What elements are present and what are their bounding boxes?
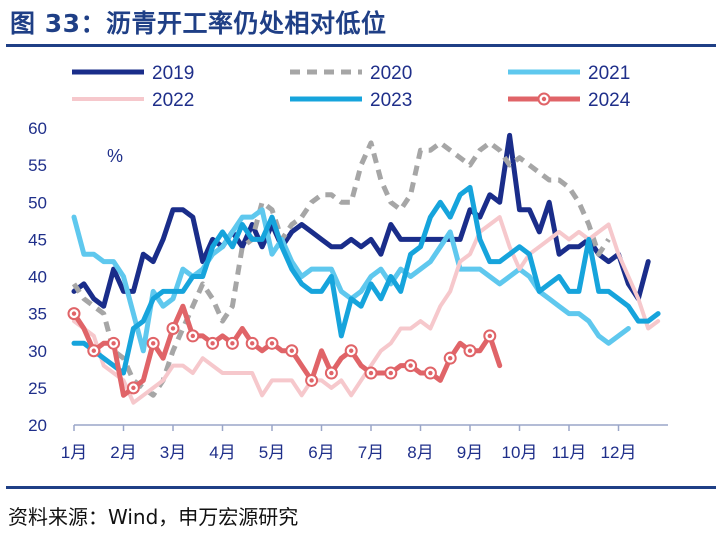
data-point-dot [349, 348, 354, 353]
data-point-dot [408, 363, 413, 368]
legend-item-2024: 2024 [508, 90, 631, 111]
data-point-dot [190, 333, 195, 339]
legend-item-2023: 2023 [290, 90, 412, 111]
x-axis: 1月 2月 3月 4月 5月 6月 7月 8月 9月 10月 11月 12月 [61, 424, 668, 462]
legend-label: 2022 [152, 90, 194, 111]
x-tick-label: 11月 [552, 443, 587, 462]
y-tick-label: 20 [28, 416, 47, 435]
y-tick-label: 55 [28, 156, 47, 175]
x-tick-label: 6月 [308, 443, 334, 462]
data-point-dot [250, 341, 255, 346]
data-point-dot [91, 348, 97, 353]
data-point-dot [71, 311, 77, 316]
data-point-dot [151, 341, 156, 346]
y-tick-label: 35 [28, 305, 47, 324]
data-point-dot [309, 378, 314, 383]
data-point-dot [170, 326, 176, 331]
series-layer [67, 132, 661, 405]
data-point-dot [111, 341, 116, 346]
legend-label: 2024 [588, 90, 631, 111]
legend: 2019 2020 2021 2022 2023 2024 [72, 63, 631, 111]
source-divider [6, 486, 716, 489]
data-point-dot [329, 370, 334, 376]
legend-item-2020: 2020 [290, 63, 412, 84]
series-2019 [71, 132, 651, 309]
legend-item-2022: 2022 [72, 90, 194, 111]
y-tick-label: 40 [28, 268, 47, 287]
data-point-dot [368, 370, 374, 376]
series-2023 [71, 184, 661, 376]
data-point-dot [448, 355, 453, 361]
legend-item-2019: 2019 [72, 63, 194, 84]
unit-label: % [107, 146, 123, 166]
y-tick-label: 30 [28, 342, 47, 361]
x-tick-label: 3月 [160, 443, 186, 462]
source-note: 资料来源：Wind，申万宏源研究 [8, 505, 299, 529]
y-tick-label: 50 [28, 193, 47, 212]
y-tick-label: 60 [28, 119, 47, 138]
series-line [71, 184, 661, 376]
y-axis: 20 25 30 35 40 45 50 55 60 [28, 119, 47, 435]
line-chart: 2019 2020 2021 2022 2023 2024 % 20 25 30 35 40 45 5… [28, 63, 668, 462]
legend-item-2021: 2021 [508, 63, 630, 84]
data-point-dot [210, 341, 215, 346]
series-2021 [71, 207, 631, 354]
x-tick-label: 5月 [259, 443, 285, 462]
x-tick-label: 9月 [457, 443, 483, 462]
legend-label: 2020 [370, 63, 412, 84]
data-point-dot [289, 348, 294, 353]
x-tick-label: 2月 [110, 443, 136, 462]
x-tick-label: 1月 [61, 443, 87, 462]
legend-label: 2021 [588, 63, 630, 84]
page-title: 图 33：沥青开工率仍处相对低位 [10, 9, 387, 38]
data-point-dot [230, 341, 235, 346]
data-point-dot [131, 385, 136, 391]
legend-label: 2023 [370, 90, 412, 111]
data-point-dot [467, 348, 473, 353]
data-point-dot [428, 370, 433, 376]
x-tick-label: 12月 [601, 443, 637, 462]
y-tick-label: 25 [28, 379, 47, 398]
series-2024 [67, 303, 503, 398]
title-divider [6, 44, 716, 47]
data-point-dot [388, 370, 393, 376]
y-tick-label: 45 [28, 230, 47, 249]
legend-marker-dot [541, 96, 547, 102]
legend-label: 2019 [152, 63, 194, 84]
data-point-dot [487, 333, 492, 339]
x-tick-label: 10月 [502, 443, 538, 462]
series-line [71, 207, 631, 354]
x-tick-label: 4月 [209, 443, 235, 462]
series-line [71, 132, 651, 309]
x-tick-label: 8月 [407, 443, 433, 462]
x-tick-label: 7月 [358, 443, 384, 462]
data-point-dot [269, 341, 275, 346]
